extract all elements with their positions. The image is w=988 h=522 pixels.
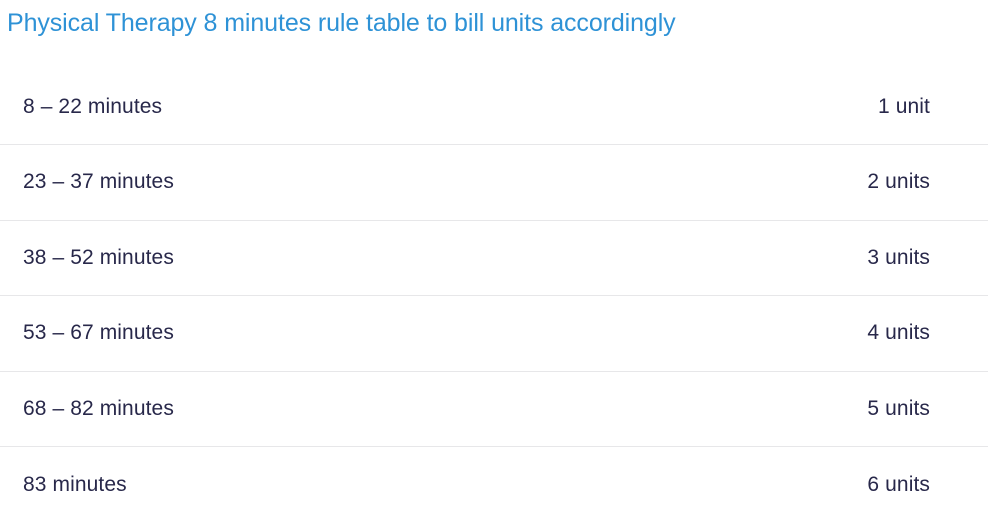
table-row: 8 – 22 minutes 1 unit (0, 69, 988, 145)
table-cell-minutes-range: 53 – 67 minutes (0, 296, 494, 372)
table-row: 38 – 52 minutes 3 units (0, 220, 988, 296)
table-cell-units: 4 units (494, 296, 988, 372)
page-title: Physical Therapy 8 minutes rule table to… (7, 6, 676, 40)
table-cell-minutes-range: 68 – 82 minutes (0, 371, 494, 447)
table-cell-units: 1 unit (494, 69, 988, 145)
table-cell-units: 5 units (494, 371, 988, 447)
table-cell-minutes-range: 38 – 52 minutes (0, 220, 494, 296)
table-body: 8 – 22 minutes 1 unit 23 – 37 minutes 2 … (0, 69, 988, 522)
table-row: 53 – 67 minutes 4 units (0, 296, 988, 372)
table-cell-minutes-range: 23 – 37 minutes (0, 145, 494, 221)
table-cell-minutes-range: 83 minutes (0, 447, 494, 522)
table-cell-units: 2 units (494, 145, 988, 221)
table-row: 68 – 82 minutes 5 units (0, 371, 988, 447)
table-cell-units: 6 units (494, 447, 988, 522)
table-cell-units: 3 units (494, 220, 988, 296)
table-row: 23 – 37 minutes 2 units (0, 145, 988, 221)
table-cell-minutes-range: 8 – 22 minutes (0, 69, 494, 145)
billing-units-table: 8 – 22 minutes 1 unit 23 – 37 minutes 2 … (0, 69, 988, 522)
table-row: 83 minutes 6 units (0, 447, 988, 522)
